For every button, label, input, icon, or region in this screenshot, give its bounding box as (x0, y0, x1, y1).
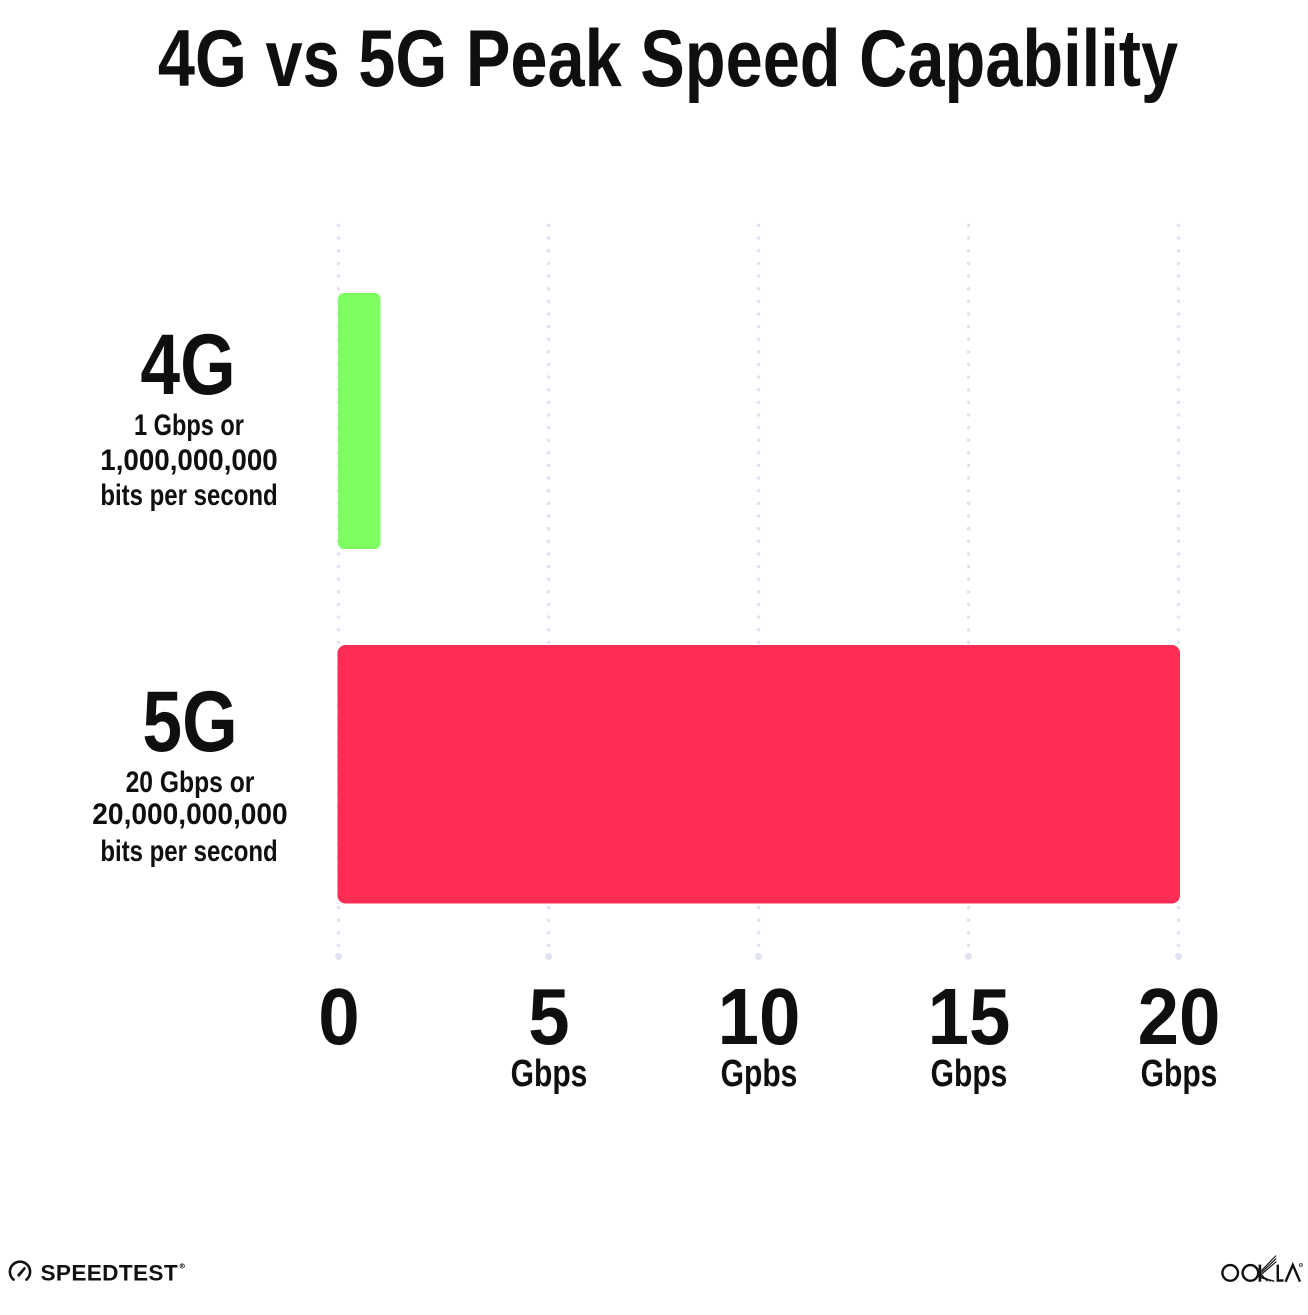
svg-text:SPEEDTEST: SPEEDTEST (41, 1261, 179, 1286)
